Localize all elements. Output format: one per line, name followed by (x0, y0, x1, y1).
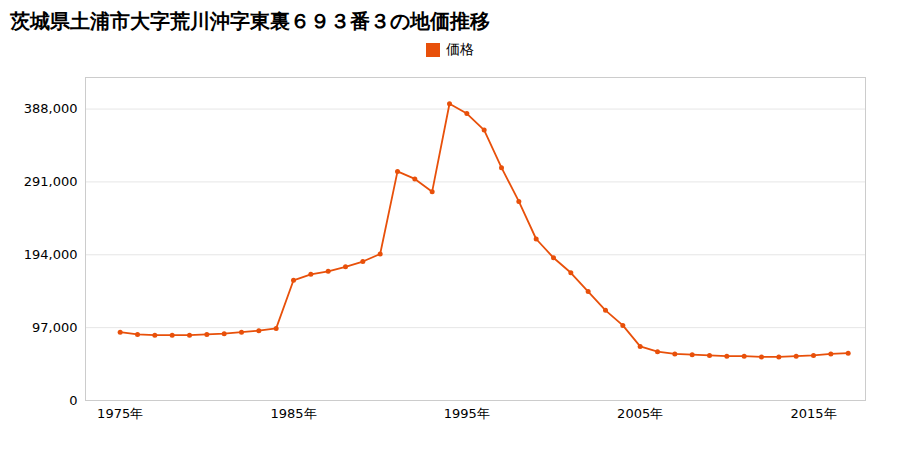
svg-text:97,000: 97,000 (32, 320, 78, 335)
svg-text:2015年: 2015年 (790, 406, 836, 421)
svg-text:1995年: 1995年 (444, 406, 490, 421)
svg-text:1975年: 1975年 (97, 406, 143, 421)
svg-text:388,000: 388,000 (24, 101, 78, 116)
svg-text:194,000: 194,000 (24, 247, 78, 262)
svg-text:2005年: 2005年 (617, 406, 663, 421)
html-text:茨城県土浦市大字荒川沖字東裏６９３番３の地価推移: 茨城県土浦市大字荒川沖字東裏６９３番３の地価推移 (10, 9, 490, 33)
svg-text:291,000: 291,000 (24, 174, 78, 189)
svg-text:0: 0 (69, 393, 77, 408)
html-text:価格: 価格 (446, 41, 474, 57)
svg-text:1985年: 1985年 (270, 406, 316, 421)
